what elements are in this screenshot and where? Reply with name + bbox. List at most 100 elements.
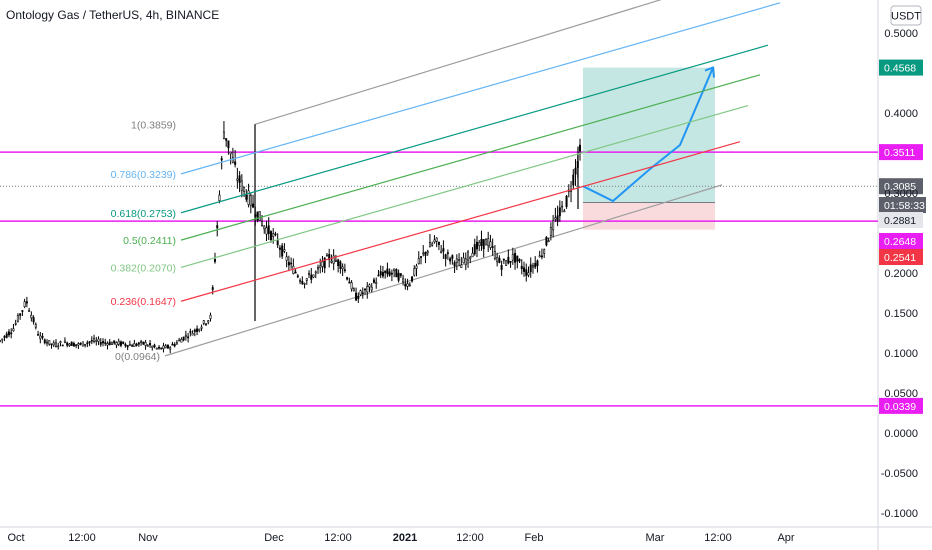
y-tick-label: 0.0000 [884,428,918,440]
candle-body [531,265,534,268]
candle-body [234,161,237,165]
y-tick-label: 0.1500 [884,308,918,320]
target-zone[interactable] [583,67,715,203]
candle-body [28,310,31,312]
candle-body [543,249,546,254]
fib-level-line[interactable] [180,141,741,302]
candle-body [370,286,373,291]
candle-body [216,225,219,229]
channel-lower-line[interactable] [164,184,723,357]
candle-body [285,256,288,261]
currency-button[interactable] [890,5,922,26]
candle-body [99,342,102,345]
candle-body [402,278,405,283]
candle-body [489,241,492,248]
candle-body [314,271,317,274]
candle-body [225,138,228,141]
candle-body [104,342,107,344]
candle-body [574,167,577,175]
channel-upper-line[interactable] [254,0,795,125]
x-tick-label: Mar [646,532,665,544]
candle-body [426,251,429,254]
candle-body [108,341,111,346]
candle-body [299,280,302,282]
candle-body [346,277,349,280]
x-tick-label: 12:00 [704,532,732,544]
candle-body [131,345,134,347]
projection-arrowhead [704,66,715,78]
candle-body [46,341,49,344]
candle-body [240,180,243,191]
candle-body [122,341,125,344]
fib-level-line[interactable] [180,74,761,241]
candle-body [538,255,541,258]
candle-body [332,255,335,264]
candle-body [491,246,494,248]
candle-body [290,262,293,265]
candle-body [552,220,555,231]
candle-body [3,336,6,338]
candle-body [305,278,308,281]
candle-body [561,205,564,208]
y-tick-label: 0.1000 [884,348,918,360]
candle-body [171,343,174,346]
candle-body [458,259,461,261]
chart-pane[interactable] [0,0,878,527]
candle-body [444,254,447,259]
candle-body [554,217,557,220]
candle-body [462,257,465,264]
candle-body [160,347,163,350]
candle-body [433,239,436,243]
candle-body [1,338,4,341]
candle-body [48,340,51,345]
candle-body [357,295,360,300]
candle-body [175,342,178,345]
candle-body [518,259,521,262]
candle-body [469,256,472,260]
candle-body [523,267,526,272]
candle-body [500,265,503,270]
candle-body [287,262,290,266]
candle-body [428,242,431,248]
candle-body [70,341,73,346]
candle-body [572,174,575,186]
candle-body [182,336,185,341]
candle-body [25,301,28,304]
fib-level-label: 0.786(0.3239) [111,169,176,181]
candle-body [478,242,481,247]
candle-body [207,320,210,323]
candle-body [556,215,559,222]
y-tick-label: 0.2000 [884,268,918,280]
x-tick-label: 12:00 [68,532,96,544]
stop-zone[interactable] [583,202,715,230]
candle-body [247,190,250,205]
candle-body [269,231,272,240]
candle-body [408,284,411,287]
candle-body [480,238,483,246]
candle-body [493,251,496,259]
candle-body [57,345,60,348]
candle-body [267,225,270,234]
fib-level-line[interactable] [180,104,749,268]
candle-body [79,343,82,345]
x-tick-label: Dec [264,532,284,544]
fib-level-line[interactable] [180,44,769,214]
candle-body [482,239,485,250]
candle-body [231,157,234,163]
candle-body [146,345,149,347]
candle-body [339,261,342,269]
fib-level-label: 1(0.3859) [131,119,176,131]
candle-body [536,260,539,267]
candle-body [281,245,284,257]
price-badge-text: 0.2881 [884,215,916,227]
candle-body [126,345,129,348]
candle-body [41,336,44,338]
candle-body [366,286,369,293]
candle-body [473,244,476,255]
candle-body [372,279,375,283]
projection-path[interactable] [582,67,714,203]
fib-level-line[interactable] [180,2,781,175]
candle-body [558,207,561,217]
candle-body [59,341,62,344]
